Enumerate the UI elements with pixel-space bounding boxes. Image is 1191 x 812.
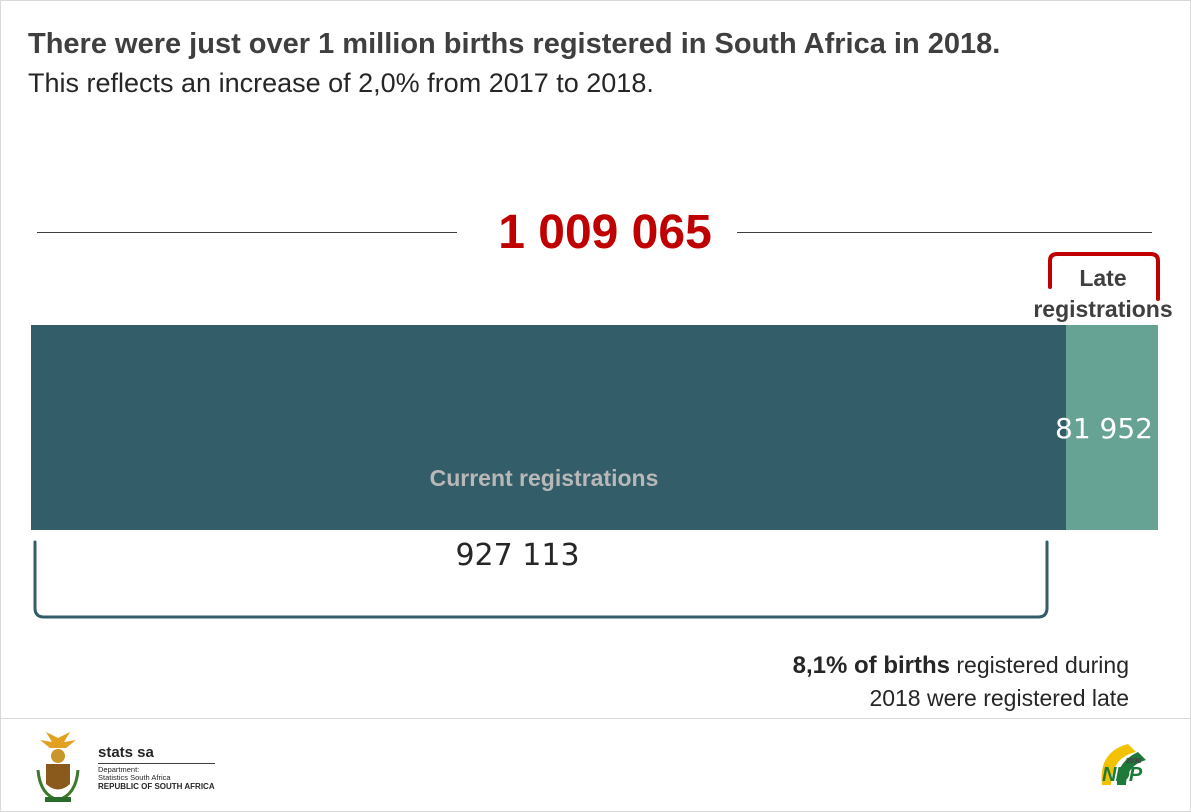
stats-sa-department: Department: [98,765,140,774]
stats-sa-name: stats sa [98,744,154,761]
stats-sa-republic: REPUBLIC OF SOUTH AFRICA [98,782,215,791]
stats-sa-rule [98,763,215,764]
total-value: 1 009 065 [498,206,712,259]
current-registrations-value: 927 113 [455,538,580,573]
page-subtitle: This reflects an increase of 2,0% from 2… [28,68,654,98]
ndp-year: 2030 [1126,758,1142,765]
late-bracket [1048,252,1160,301]
late-registrations-label: Late registrations [1033,265,1173,322]
current-bracket [33,540,1049,619]
late-share-note: 8,1% of births registered during 2018 we… [793,649,1129,714]
total-rule-right [737,232,1152,233]
ndp-logo-icon [1101,744,1146,785]
late-registrations-value: 81 952 [1055,412,1153,445]
page-title: There were just over 1 million births re… [28,28,1001,60]
late-share-highlight: 8,1% of births [792,652,950,679]
bar-current-registrations [31,325,1066,530]
ndp-label: NDP [1102,764,1142,786]
late-share-text: registered during [950,652,1129,678]
total-rule-left [37,232,457,233]
coat-of-arms-icon [36,732,80,802]
stats-sa-org: Statistics South Africa [98,773,171,782]
footer-divider [0,718,1191,719]
bar-late-registrations [1066,325,1158,530]
current-registrations-label: Current registrations [429,465,659,491]
late-share-text-2: 2018 were registered late [869,685,1129,711]
